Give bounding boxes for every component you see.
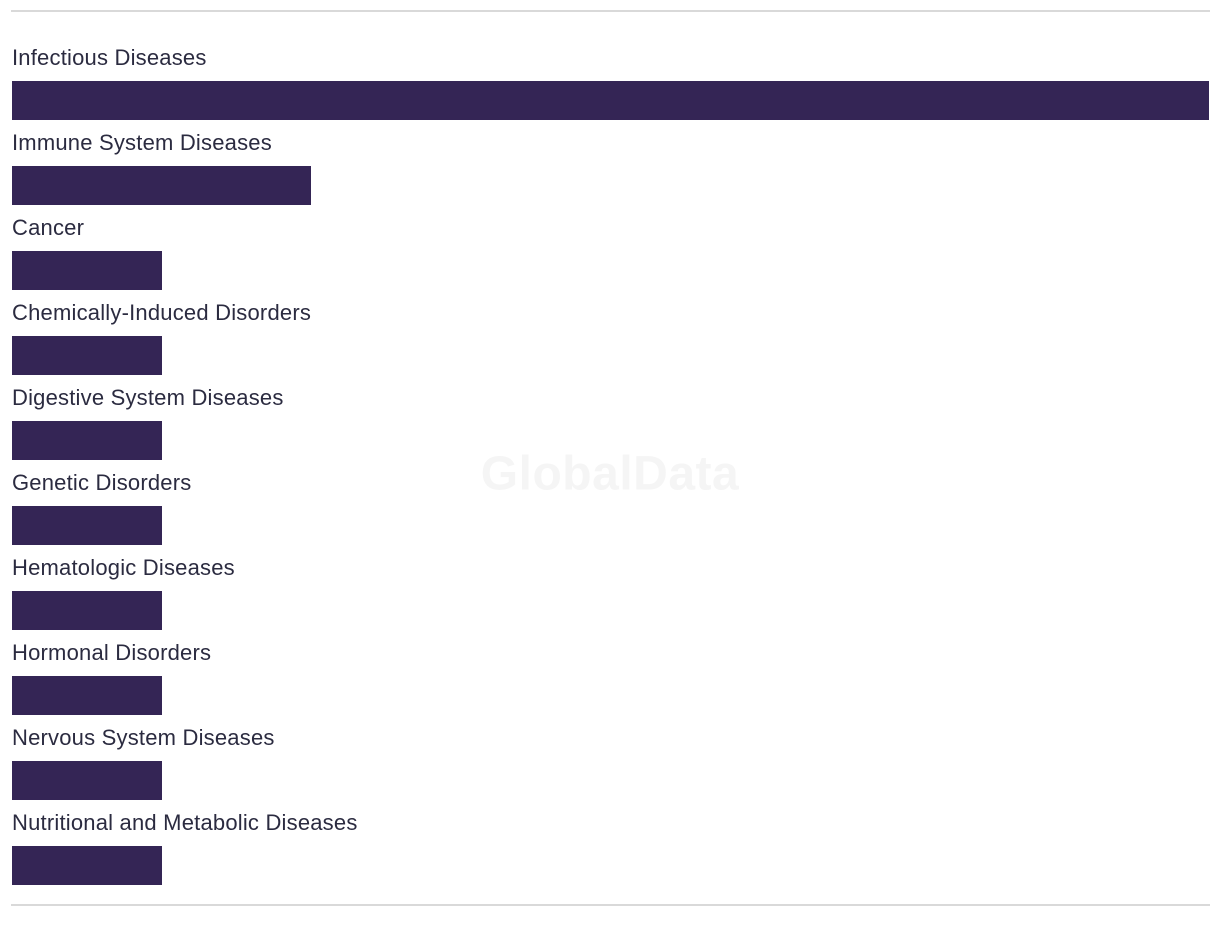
category-bar[interactable] bbox=[12, 761, 162, 800]
chart-row: Immune System Diseases bbox=[12, 131, 1209, 205]
category-bar[interactable] bbox=[12, 81, 1209, 120]
category-bar[interactable] bbox=[12, 421, 162, 460]
bottom-divider bbox=[11, 904, 1210, 906]
category-label: Immune System Diseases bbox=[12, 130, 272, 155]
chart-row: Digestive System Diseases bbox=[12, 386, 1209, 460]
chart-rows: Infectious Diseases Immune System Diseas… bbox=[12, 46, 1209, 885]
chart-row: Nutritional and Metabolic Diseases bbox=[12, 811, 1209, 885]
category-label: Chemically-Induced Disorders bbox=[12, 300, 312, 325]
category-bar[interactable] bbox=[12, 251, 162, 290]
chart-row: Hormonal Disorders bbox=[12, 641, 1209, 715]
category-label: Genetic Disorders bbox=[12, 470, 192, 495]
chart-row: Hematologic Diseases bbox=[12, 556, 1209, 630]
chart-row: Cancer bbox=[12, 216, 1209, 290]
chart-row: Infectious Diseases bbox=[12, 46, 1209, 120]
category-label: Hematologic Diseases bbox=[12, 555, 235, 580]
category-label: Cancer bbox=[12, 215, 85, 240]
category-bar[interactable] bbox=[12, 591, 162, 630]
category-label: Nervous System Diseases bbox=[12, 725, 275, 750]
category-label: Nutritional and Metabolic Diseases bbox=[12, 810, 358, 835]
category-bar[interactable] bbox=[12, 336, 162, 375]
chart-row: Nervous System Diseases bbox=[12, 726, 1209, 800]
category-bar[interactable] bbox=[12, 506, 162, 545]
category-bar[interactable] bbox=[12, 166, 312, 205]
category-bar[interactable] bbox=[12, 676, 162, 715]
category-bar[interactable] bbox=[12, 846, 162, 885]
category-label: Digestive System Diseases bbox=[12, 385, 284, 410]
chart-row: Chemically-Induced Disorders bbox=[12, 301, 1209, 375]
top-divider bbox=[11, 10, 1210, 12]
therapy-area-bar-chart: GlobalData Infectious Diseases Immune Sy… bbox=[0, 10, 1220, 938]
category-label: Hormonal Disorders bbox=[12, 640, 212, 665]
category-label: Infectious Diseases bbox=[12, 45, 207, 70]
chart-row: Genetic Disorders bbox=[12, 471, 1209, 545]
